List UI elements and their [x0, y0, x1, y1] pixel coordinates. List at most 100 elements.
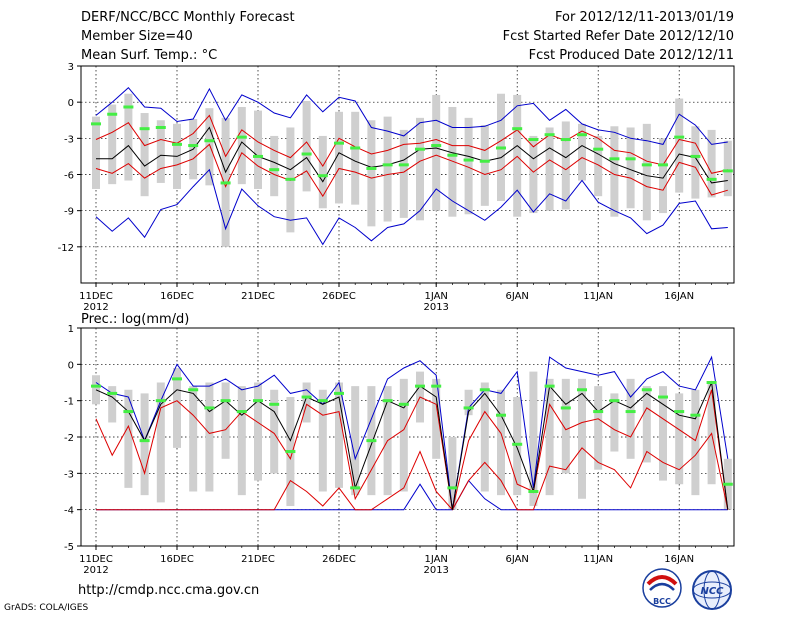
panel2-box-37 — [675, 393, 684, 485]
panel2-box-1 — [92, 375, 100, 405]
panel1-marker-1 — [91, 122, 101, 126]
panel2-box-3 — [124, 389, 133, 488]
panel2-marker-33 — [609, 399, 620, 403]
panel1-series-p90 — [95, 114, 728, 174]
panel2-box-27 — [513, 397, 522, 496]
panel2-ytick-label-2: -1 — [64, 397, 74, 408]
panel1-box-22 — [432, 94, 441, 211]
panel1-marker-15 — [317, 174, 328, 178]
panel1-box-5 — [156, 120, 165, 183]
variable-label: Mean Surf. Temp.: °C — [81, 48, 218, 63]
panel1-box-23 — [448, 106, 457, 217]
panel1-box-12 — [270, 135, 279, 197]
panel1-xtick-label-4: 1JAN — [424, 291, 447, 302]
panel2-box-4 — [140, 393, 149, 496]
panel2-box-23 — [448, 437, 457, 510]
panel1-xtick-label-2: 21DEC — [241, 291, 275, 302]
panel1-xtick-label-7: 16JAN — [664, 291, 694, 302]
produced-date: Fcst Produced Date 2012/12/11 — [528, 48, 734, 63]
panel1-box-19 — [383, 116, 392, 222]
panel1-box-24 — [464, 117, 473, 215]
panel2-marker-6 — [172, 377, 182, 381]
panel1-box-11 — [254, 110, 262, 189]
panel1-box-37 — [675, 98, 684, 193]
panel1-box-2 — [108, 104, 117, 185]
panel2-marker-34 — [625, 410, 636, 414]
panel1-xtick-sublabel-0: 2012 — [83, 302, 108, 313]
panel1-marker-40 — [722, 169, 733, 173]
panel1-marker-9 — [220, 181, 231, 185]
panel1-box-21 — [416, 117, 424, 221]
panel1-marker-10 — [236, 135, 247, 139]
panel2-marker-8 — [204, 406, 215, 410]
panel2-marker-30 — [560, 406, 571, 410]
panel2-box-14 — [302, 382, 311, 423]
panel1-xtick-label-3: 26DEC — [322, 291, 356, 302]
panel2-xtick-label-2: 21DEC — [241, 554, 275, 565]
panel2-marker-32 — [593, 410, 604, 414]
panel2-marker-37 — [674, 410, 685, 414]
panel1-box-8 — [205, 108, 214, 186]
panel1-marker-11 — [253, 154, 263, 158]
panel1-marker-31 — [577, 133, 587, 137]
panel2-marker-4 — [139, 439, 150, 443]
panel2-box-8 — [205, 382, 214, 492]
panel2-box-15 — [318, 389, 327, 492]
panel2-ytick-label-3: -2 — [64, 433, 74, 444]
panel2-xtick-sublabel-4: 2013 — [423, 565, 448, 576]
panel1-box-20 — [399, 129, 408, 218]
panel1-box-30 — [561, 121, 570, 210]
panel2-series-max — [95, 355, 729, 510]
panel2-box-35 — [642, 386, 651, 463]
panel2-box-26 — [497, 389, 505, 496]
panel2-box-11 — [254, 382, 262, 481]
panel1-box-33 — [610, 126, 619, 217]
panel2-marker-28 — [528, 490, 539, 493]
footer-url[interactable]: http://cmdp.ncc.cma.gov.cn — [78, 583, 260, 598]
panel1-ytick-label-4: -9 — [64, 207, 74, 218]
panel1-box-29 — [545, 127, 554, 211]
panel2-marker-26 — [496, 413, 506, 417]
panel2-xtick-label-1: 16DEC — [160, 554, 194, 565]
panel1-box-36 — [659, 138, 667, 214]
panel2-marker-31 — [577, 388, 587, 392]
panel2-marker-35 — [641, 388, 652, 392]
panel2-marker-12 — [269, 402, 280, 406]
panel1-xtick-label-5: 6JAN — [505, 291, 528, 302]
chart-title: DERF/NCC/BCC Monthly Forecast — [81, 10, 295, 25]
panel1-marker-4 — [139, 127, 150, 131]
panel1-marker-39 — [706, 177, 717, 181]
panel1-xtick-label-1: 16DEC — [160, 291, 194, 302]
panel1-box-15 — [318, 135, 327, 209]
panel1-box-16 — [335, 111, 343, 204]
bcc-logo-icon: BCC — [642, 568, 682, 608]
panel1-marker-33 — [609, 157, 620, 161]
panel1-ytick-label-3: -6 — [64, 171, 74, 182]
panel2-ytick-label-4: -3 — [64, 469, 74, 480]
panel2-marker-16 — [334, 391, 344, 395]
panel1-marker-13 — [285, 177, 296, 181]
panel2-marker-10 — [236, 410, 247, 414]
panel1-marker-24 — [463, 158, 474, 162]
panel2-box-6 — [173, 367, 181, 448]
panel2-marker-7 — [188, 388, 199, 392]
panel2-box-2 — [108, 386, 117, 423]
panel1-marker-20 — [398, 163, 409, 167]
panel2-marker-40 — [722, 482, 733, 486]
panel2-marker-39 — [706, 381, 717, 384]
panel1-marker-23 — [447, 153, 458, 157]
panel1-marker-19 — [382, 163, 393, 167]
panel2-marker-19 — [382, 399, 393, 403]
panel1-series-max — [95, 168, 728, 246]
panel1-xtick-label-0: 11DEC — [79, 291, 113, 302]
panel2-box-34 — [626, 378, 635, 459]
panel2-marker-2 — [107, 391, 118, 395]
panel2-marker-5 — [155, 399, 166, 403]
panel2-box-7 — [189, 386, 198, 492]
panel2-marker-23 — [447, 486, 458, 490]
panel1-box-4 — [140, 113, 149, 197]
panel1-marker-17 — [350, 146, 361, 150]
panel1-ytick-label-5: -12 — [58, 243, 74, 254]
panel1-marker-34 — [625, 157, 636, 161]
